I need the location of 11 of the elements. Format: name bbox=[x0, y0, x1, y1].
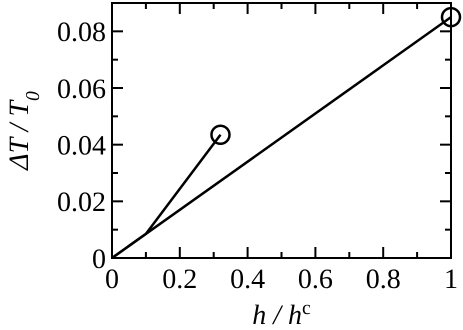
y-tick-label: 0.02 bbox=[57, 187, 106, 218]
x-axis-title: h / h$^{c}$ bbox=[252, 298, 312, 330]
y-tick-label: 0.04 bbox=[57, 130, 106, 162]
x-tick-label: 0.6 bbox=[298, 264, 333, 295]
x-tick-label: 0.4 bbox=[230, 264, 266, 295]
y-tick-label: 0.08 bbox=[57, 17, 106, 48]
x-tick-label: 0.2 bbox=[162, 264, 198, 295]
x-tick-label: 0.8 bbox=[366, 264, 401, 295]
y-tick-label: 0.06 bbox=[57, 74, 106, 105]
y-tick-label: 0 bbox=[92, 244, 106, 275]
x-tick-label: 1 bbox=[444, 264, 458, 295]
